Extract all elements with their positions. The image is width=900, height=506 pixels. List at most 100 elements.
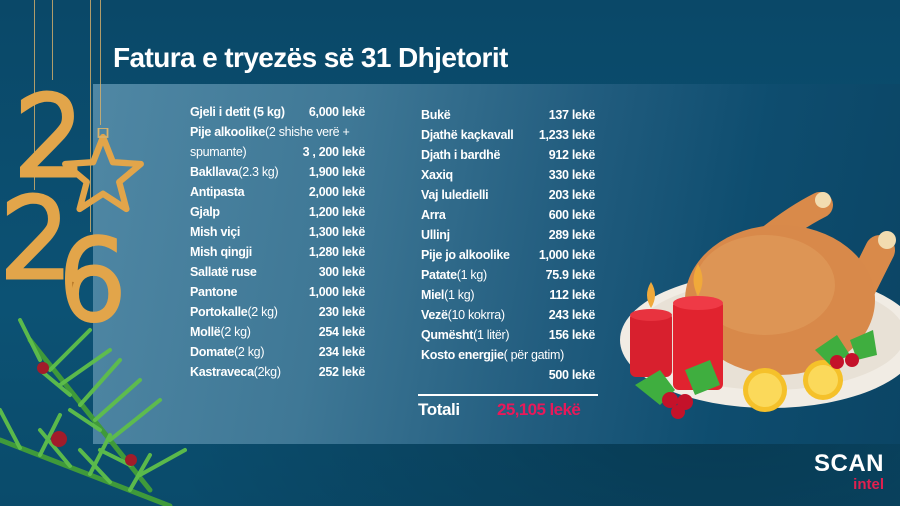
item-label: Pantone (190, 285, 238, 299)
item-price: 1,000 lekë (538, 248, 595, 262)
item-note: (2 kg) (220, 325, 251, 339)
list-item: Gjeli i detit (5 kg) 6,000 lekë (190, 102, 365, 122)
brand-logo: SCAN intel (813, 450, 884, 493)
list-item: Gjalp 1,200 lekë (190, 202, 365, 222)
list-item: Qumësht (1 litër) 156 lekë (421, 325, 595, 345)
item-label: Gjalp (190, 205, 220, 219)
item-price: 156 lekë (548, 328, 596, 342)
list-item: Djathë kaçkavall 1,233 lekë (421, 125, 595, 145)
item-label: Kosto energjie (421, 348, 504, 362)
logo-primary: SCAN (813, 450, 884, 477)
item-price: 254 lekë (318, 325, 366, 339)
item-label: Mish qingji (190, 245, 252, 259)
item-price: 1,233 lekë (538, 128, 595, 142)
item-note: (1 kg) (456, 268, 487, 282)
list-item: Antipasta 2,000 lekë (190, 182, 365, 202)
item-label: Bakllava (190, 165, 239, 179)
list-item: Mish viçi 1,300 lekë (190, 222, 365, 242)
item-note: (2 kg) (234, 345, 265, 359)
item-label: Pije jo alkoolike (421, 248, 510, 262)
item-label: Kastraveca (190, 365, 254, 379)
ornament-string (90, 0, 91, 232)
item-label: Bukë (421, 108, 451, 122)
item-note: (1 litër) (473, 328, 510, 342)
item-price: 230 lekë (318, 305, 366, 319)
item-price: 300 lekë (318, 265, 366, 279)
item-label: Miel (421, 288, 445, 302)
item-label: Ullinj (421, 228, 450, 242)
item-price: 2,000 lekë (308, 185, 365, 199)
list-item: Mish qingji 1,280 lekë (190, 242, 365, 262)
item-note: spumante) (190, 145, 247, 159)
item-price: 500 lekë (548, 368, 596, 382)
ornament-string (52, 0, 53, 80)
page-title: Fatura e tryezës së 31 Dhjetorit (113, 42, 508, 73)
item-label: Domate (190, 345, 235, 359)
item-label: Gjeli i detit (5 kg) (190, 105, 285, 119)
list-item: Pije jo alkoolike 1,000 lekë (421, 245, 595, 265)
right-item-list: Bukë 137 lekë Djathë kaçkavall 1,233 lek… (421, 105, 595, 385)
item-label: Arra (421, 208, 446, 222)
list-item: Arra 600 lekë (421, 205, 595, 225)
item-price: 289 lekë (548, 228, 596, 242)
item-note: (10 kokrra) (447, 308, 505, 322)
year-digit-6: 6 (55, 219, 131, 344)
item-price: 75.9 lekë (545, 268, 596, 282)
item-label: Vezë (421, 308, 448, 322)
item-label: Portokalle (190, 305, 248, 319)
item-price: 3 , 200 lekë (302, 145, 366, 159)
item-label: Djath i bardhë (421, 148, 501, 162)
item-price: 1,900 lekë (308, 165, 365, 179)
list-item: Djath i bardhë 912 lekë (421, 145, 595, 165)
item-note: (2 shishe verë + (265, 125, 350, 139)
list-item: Sallatë ruse 300 lekë (190, 262, 365, 282)
item-label: Antipasta (190, 185, 245, 199)
item-price: 912 lekë (548, 148, 596, 162)
ornament-string (34, 0, 35, 190)
list-item: Miel (1 kg) 112 lekë (421, 285, 595, 305)
item-label: Xaxiq (421, 168, 453, 182)
total-divider (418, 394, 598, 396)
list-item: Pantone 1,000 lekë (190, 282, 365, 302)
item-note: (2.3 kg) (238, 165, 279, 179)
item-label: Qumësht (421, 328, 474, 342)
left-item-list: Gjeli i detit (5 kg) 6,000 lekë Pije alk… (190, 102, 365, 382)
item-label: Vaj luledielli (421, 188, 489, 202)
list-item: Bukë 137 lekë (421, 105, 595, 125)
item-price: 600 lekë (548, 208, 596, 222)
list-item: Domate (2 kg) 234 lekë (190, 342, 365, 362)
list-item: Patate (1 kg) 75.9 lekë (421, 265, 595, 285)
item-price: 234 lekë (318, 345, 366, 359)
turkey-platter-illustration-icon (620, 192, 900, 419)
item-label: Mollë (190, 325, 221, 339)
list-item: spumante) 3 , 200 lekë (190, 142, 365, 162)
item-note: (1 kg) (444, 288, 475, 302)
item-price: 252 lekë (318, 365, 366, 379)
item-price: 243 lekë (548, 308, 596, 322)
list-item: Vaj luledielli 203 lekë (421, 185, 595, 205)
list-item: Bakllava (2.3 kg) 1,900 lekë (190, 162, 365, 182)
item-note: (2kg) (253, 365, 281, 379)
star-ornament-icon (62, 128, 144, 213)
list-item: Ullinj 289 lekë (421, 225, 595, 245)
item-label: Mish viçi (190, 225, 241, 239)
list-item: Kastraveca (2kg) 252 lekë (190, 362, 365, 382)
item-price: 137 lekë (548, 108, 596, 122)
pine-branch-icon (0, 318, 187, 506)
list-item: Portokalle (2 kg) 230 lekë (190, 302, 365, 322)
list-item: Xaxiq 330 lekë (421, 165, 595, 185)
item-label: Djathë kaçkavall (421, 128, 514, 142)
item-note: ( për gatim) (503, 348, 565, 362)
list-item: Kosto energjie ( për gatim) (421, 345, 595, 365)
item-label: Sallatë ruse (190, 265, 257, 279)
list-item: Mollë (2 kg) 254 lekë (190, 322, 365, 342)
item-note: (2 kg) (247, 305, 278, 319)
item-label: Patate (421, 268, 457, 282)
item-price: 330 lekë (548, 168, 596, 182)
item-price: 1,000 lekë (308, 285, 365, 299)
item-price: 1,280 lekë (308, 245, 365, 259)
total-value: 25,105 lekë (497, 400, 581, 419)
total-label: Totali (418, 400, 460, 419)
item-price: 6,000 lekë (308, 105, 365, 119)
list-item: Vezë (10 kokrra) 243 lekë (421, 305, 595, 325)
